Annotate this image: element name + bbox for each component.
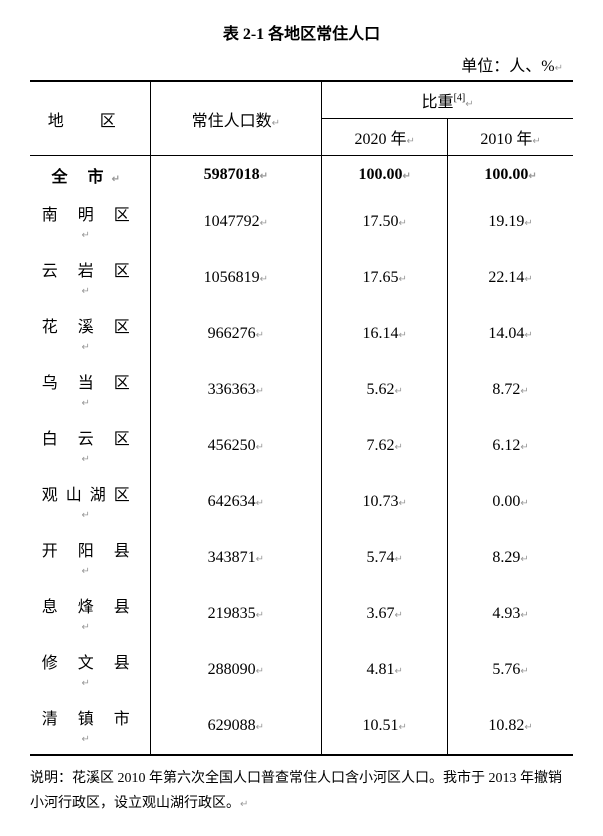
cell-region: 清 镇 市↵ xyxy=(30,698,150,755)
cell-ratio-2020: 16.14↵ xyxy=(322,306,448,362)
cell-ratio-2020: 100.00↵ xyxy=(322,156,448,195)
cell-ratio-2010: 8.29↵ xyxy=(448,530,573,586)
header-ratio: 比重[4]↵ xyxy=(322,81,573,119)
cell-ratio-2010: 100.00↵ xyxy=(448,156,573,195)
cell-region: 息 烽 县↵ xyxy=(30,586,150,642)
cell-population: 629088↵ xyxy=(150,698,322,755)
header-year-2010: 2010 年↵ xyxy=(448,119,573,156)
cell-ratio-2020: 10.73↵ xyxy=(322,474,448,530)
cell-ratio-2020: 7.62↵ xyxy=(322,418,448,474)
cell-region: 开 阳 县↵ xyxy=(30,530,150,586)
cell-ratio-2010: 0.00↵ xyxy=(448,474,573,530)
cell-region: 观山湖区↵ xyxy=(30,474,150,530)
cell-population: 642634↵ xyxy=(150,474,322,530)
cell-ratio-2020: 17.50↵ xyxy=(322,194,448,250)
cell-population: 966276↵ xyxy=(150,306,322,362)
table-note: 说明：花溪区 2010 年第六次全国人口普查常住人口含小河区人口。我市于 201… xyxy=(30,766,573,816)
cell-population: 456250↵ xyxy=(150,418,322,474)
cell-region: 云 岩 区↵ xyxy=(30,250,150,306)
cell-population: 1056819↵ xyxy=(150,250,322,306)
table-row: 清 镇 市↵629088↵10.51↵10.82↵ xyxy=(30,698,573,755)
cell-region: 全 市↵ xyxy=(30,156,150,195)
table-row: 南 明 区↵1047792↵17.50↵19.19↵ xyxy=(30,194,573,250)
cell-ratio-2010: 10.82↵ xyxy=(448,698,573,755)
cell-ratio-2020: 3.67↵ xyxy=(322,586,448,642)
table-row: 开 阳 县↵343871↵5.74↵8.29↵ xyxy=(30,530,573,586)
cell-population: 343871↵ xyxy=(150,530,322,586)
table-row: 花 溪 区↵966276↵16.14↵14.04↵ xyxy=(30,306,573,362)
table-row: 观山湖区↵642634↵10.73↵0.00↵ xyxy=(30,474,573,530)
table-title: 表 2-1 各地区常住人口 xyxy=(30,20,573,44)
cell-population: 336363↵ xyxy=(150,362,322,418)
table-row: 修 文 县↵288090↵4.81↵5.76↵ xyxy=(30,642,573,698)
cell-ratio-2020: 5.62↵ xyxy=(322,362,448,418)
table-row: 乌 当 区↵336363↵5.62↵8.72↵ xyxy=(30,362,573,418)
cell-ratio-2010: 6.12↵ xyxy=(448,418,573,474)
cell-ratio-2020: 17.65↵ xyxy=(322,250,448,306)
cell-ratio-2010: 5.76↵ xyxy=(448,642,573,698)
cell-region: 南 明 区↵ xyxy=(30,194,150,250)
cell-region: 乌 当 区↵ xyxy=(30,362,150,418)
cell-population: 288090↵ xyxy=(150,642,322,698)
cell-ratio-2010: 19.19↵ xyxy=(448,194,573,250)
cell-region: 花 溪 区↵ xyxy=(30,306,150,362)
table-row: 白 云 区↵456250↵7.62↵6.12↵ xyxy=(30,418,573,474)
table-row: 全 市↵5987018↵100.00↵100.00↵ xyxy=(30,156,573,195)
table-row: 息 烽 县↵219835↵3.67↵4.93↵ xyxy=(30,586,573,642)
cell-ratio-2020: 5.74↵ xyxy=(322,530,448,586)
header-year-2020: 2020 年↵ xyxy=(322,119,448,156)
cell-population: 5987018↵ xyxy=(150,156,322,195)
unit-label: 单位：人、%↵ xyxy=(30,52,573,76)
cell-ratio-2010: 22.14↵ xyxy=(448,250,573,306)
cell-ratio-2020: 10.51↵ xyxy=(322,698,448,755)
header-region: 地 区 xyxy=(30,81,150,156)
cell-ratio-2010: 4.93↵ xyxy=(448,586,573,642)
cell-ratio-2020: 4.81↵ xyxy=(322,642,448,698)
cell-region: 修 文 县↵ xyxy=(30,642,150,698)
cell-population: 219835↵ xyxy=(150,586,322,642)
cell-ratio-2010: 14.04↵ xyxy=(448,306,573,362)
cell-region: 白 云 区↵ xyxy=(30,418,150,474)
population-table: 地 区 常住人口数↵ 比重[4]↵ 2020 年↵ 2010 年↵ 全 市↵59… xyxy=(30,80,573,756)
header-population: 常住人口数↵ xyxy=(150,81,322,156)
cell-population: 1047792↵ xyxy=(150,194,322,250)
cell-ratio-2010: 8.72↵ xyxy=(448,362,573,418)
table-row: 云 岩 区↵1056819↵17.65↵22.14↵ xyxy=(30,250,573,306)
